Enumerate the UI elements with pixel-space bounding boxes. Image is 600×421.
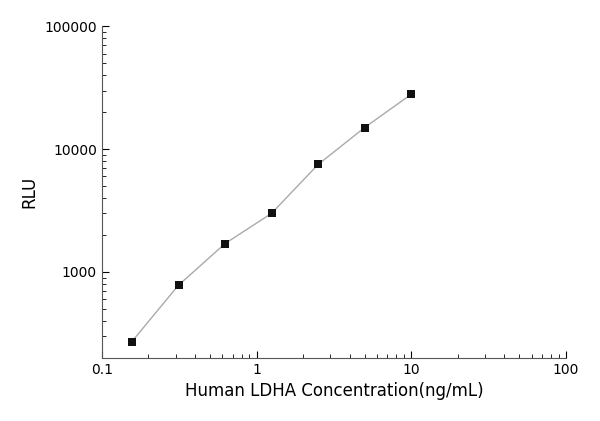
Point — [313, 161, 323, 168]
Point — [220, 240, 230, 247]
Y-axis label: RLU: RLU — [21, 176, 39, 208]
Point — [174, 282, 184, 288]
X-axis label: Human LDHA Concentration(ng/mL): Human LDHA Concentration(ng/mL) — [185, 382, 483, 400]
Point — [406, 91, 416, 98]
Point — [360, 124, 370, 131]
Point — [267, 210, 277, 217]
Point — [127, 338, 137, 345]
